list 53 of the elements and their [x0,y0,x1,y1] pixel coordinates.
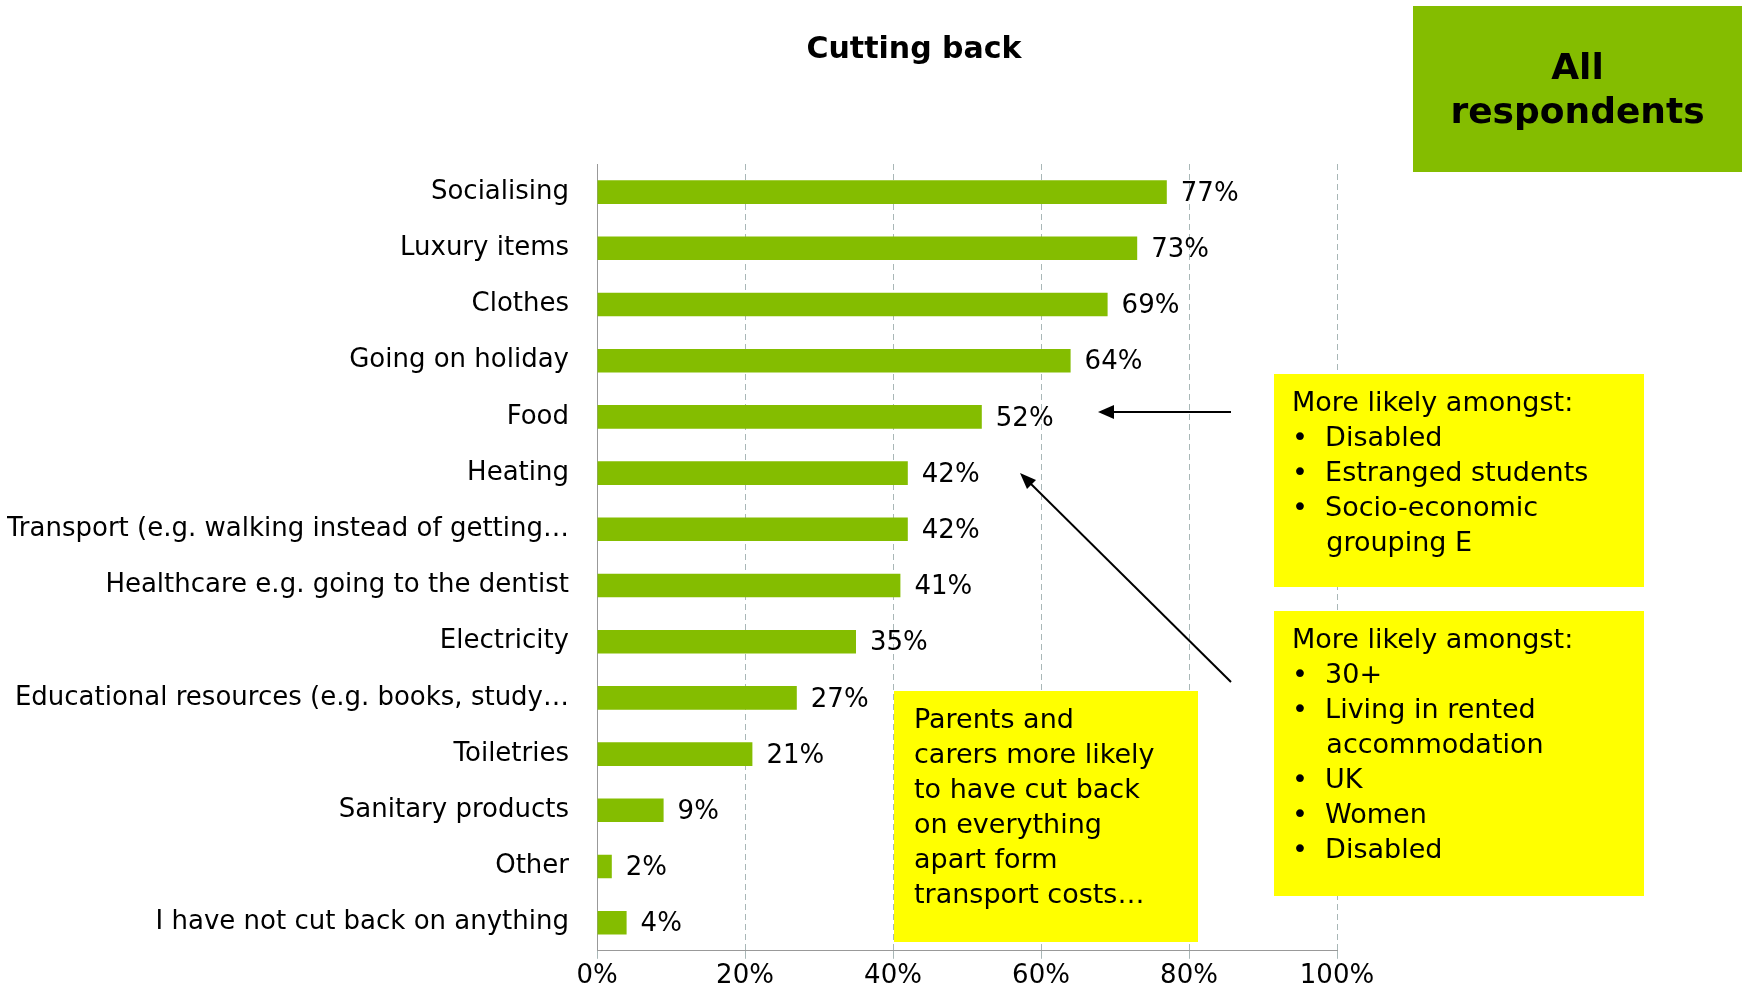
bar [597,292,1108,317]
callout-box: Parents and carers more likely to have cut back on everything apart form transport costs… [894,691,1198,942]
y-tick-label: Food [506,399,569,430]
callout-box: More likely amongst: • 30+ • Living in rented accommodation • UK • Women • Disabled [1274,611,1644,896]
y-tick-label: Sanitary products [338,793,569,824]
x-tick-label: 0% [576,959,618,990]
bar [597,461,908,485]
bar [597,573,901,598]
y-tick-label: Other [495,849,570,880]
bar [597,405,982,429]
data-label: 69% [1121,289,1180,320]
bar [597,629,856,654]
bar [597,236,1138,261]
bar [597,910,627,935]
callout-box: More likely amongst: • Disabled • Estranged students • Socio-economic grouping E [1274,374,1644,587]
bar [597,180,1167,204]
y-tick-label: Going on holiday [349,343,569,374]
y-tick-label: Educational resources (e.g. books, study… [14,680,569,711]
bar [597,348,1071,373]
y-tick-label: I have not cut back on anything [155,905,569,936]
y-tick-label: Electricity [439,624,569,655]
data-label: 35% [870,626,928,657]
bar [597,742,753,766]
y-tick-label: Clothes [471,287,569,318]
data-label: 41% [914,570,973,601]
data-label: 27% [810,682,869,713]
data-label: 2% [625,851,668,882]
chart-title: Cutting back [806,29,1023,65]
y-tick-label: Transport (e.g. walking instead of getting… [5,512,569,543]
x-tick-label: 60% [1012,959,1070,990]
data-label: 4% [640,907,682,938]
data-label: 64% [1084,345,1143,376]
data-label: 73% [1151,233,1209,264]
y-tick-label: Healthcare e.g. going to the dentist [105,568,569,599]
data-label: 21% [766,738,825,769]
x-tick-label: 20% [716,959,774,990]
x-tick-label: 40% [864,959,922,990]
x-tick-label: 100% [1299,959,1375,990]
data-label: 52% [995,401,1054,432]
y-tick-label: Heating [467,455,569,486]
data-label: 9% [677,795,719,826]
data-label: 42% [921,457,980,488]
data-label: 42% [921,514,980,545]
y-tick-label: Luxury items [400,231,569,262]
bar [597,798,664,823]
x-tick-label: 80% [1160,959,1218,990]
label-box: All respondents [1413,6,1742,172]
y-tick-label: Toiletries [452,736,569,767]
bar [597,517,908,542]
bar [597,854,612,879]
bar [597,686,797,710]
y-tick-label: Socialising [430,174,569,205]
data-label: 77% [1180,176,1239,207]
